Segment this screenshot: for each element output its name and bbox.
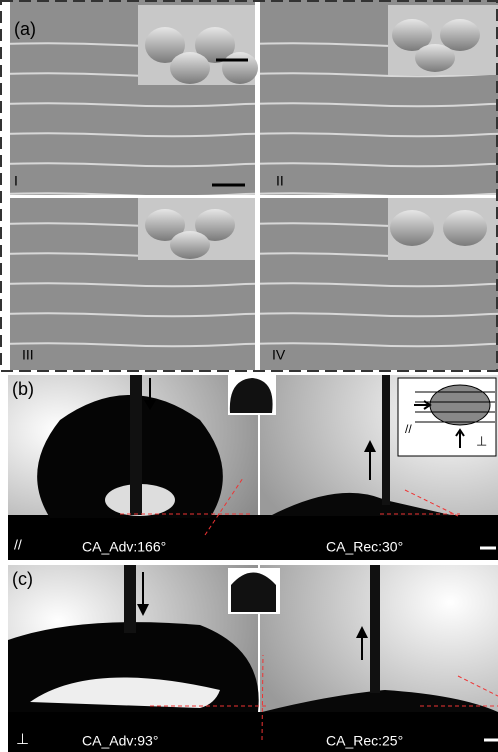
panel-label: (b) (12, 379, 34, 399)
panel-a: (a) I II III IV (1, 0, 498, 371)
dome (415, 44, 455, 72)
dome (170, 231, 210, 259)
inset-label: // (405, 422, 412, 436)
dome (390, 210, 434, 246)
dome (170, 52, 210, 84)
quadrant-label: II (276, 173, 284, 189)
needle (130, 375, 142, 515)
panel-label: (a) (14, 19, 36, 39)
needle (124, 565, 136, 633)
quadrant-label: IV (272, 347, 286, 363)
dome (443, 210, 487, 246)
contact-angle: CA_Adv:166° (82, 539, 166, 555)
contact-angle: CA_Rec:25° (326, 733, 403, 749)
contact-angle: CA_Rec:30° (326, 539, 403, 555)
direction-label: ⊥ (16, 731, 29, 748)
quadrant-label: III (22, 347, 34, 363)
dome (222, 52, 258, 84)
direction-label: // (14, 537, 22, 553)
panel-b: // ⊥ (b) // CA_Adv:166° CA_Rec:30° (8, 375, 498, 560)
orientation-inset: // ⊥ (398, 378, 496, 456)
quadrant-label: I (14, 173, 18, 189)
panel-label: (c) (12, 569, 33, 589)
inset-label: ⊥ (476, 433, 487, 448)
contact-angle: CA_Adv:93° (82, 733, 158, 749)
needle (370, 565, 380, 693)
dome (440, 19, 480, 51)
panel-c: (c) ⊥ CA_Adv:93° CA_Rec:25° (8, 565, 498, 752)
figure: (a) I II III IV / (0, 0, 498, 752)
needle (382, 375, 390, 505)
ellipse (430, 385, 490, 425)
